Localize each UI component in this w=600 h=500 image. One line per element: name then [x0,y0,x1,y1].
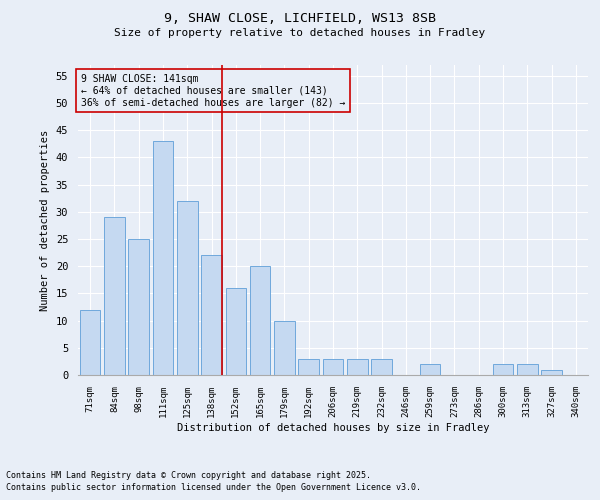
Text: 9, SHAW CLOSE, LICHFIELD, WS13 8SB: 9, SHAW CLOSE, LICHFIELD, WS13 8SB [164,12,436,26]
Text: Contains HM Land Registry data © Crown copyright and database right 2025.: Contains HM Land Registry data © Crown c… [6,471,371,480]
Bar [371,358,392,375]
X-axis label: Distribution of detached houses by size in Fradley: Distribution of detached houses by size … [177,422,489,432]
Bar [104,218,125,375]
Bar [517,364,538,375]
Text: Size of property relative to detached houses in Fradley: Size of property relative to detached ho… [115,28,485,38]
Bar [250,266,271,375]
Bar [152,141,173,375]
Bar [274,320,295,375]
Bar [323,358,343,375]
Bar [201,256,222,375]
Bar [420,364,440,375]
Bar [177,201,197,375]
Bar [347,358,368,375]
Bar [541,370,562,375]
Bar [128,239,149,375]
Bar [80,310,100,375]
Y-axis label: Number of detached properties: Number of detached properties [40,130,50,310]
Bar [298,358,319,375]
Bar [493,364,514,375]
Text: Contains public sector information licensed under the Open Government Licence v3: Contains public sector information licen… [6,484,421,492]
Bar [226,288,246,375]
Text: 9 SHAW CLOSE: 141sqm
← 64% of detached houses are smaller (143)
36% of semi-deta: 9 SHAW CLOSE: 141sqm ← 64% of detached h… [80,74,345,108]
